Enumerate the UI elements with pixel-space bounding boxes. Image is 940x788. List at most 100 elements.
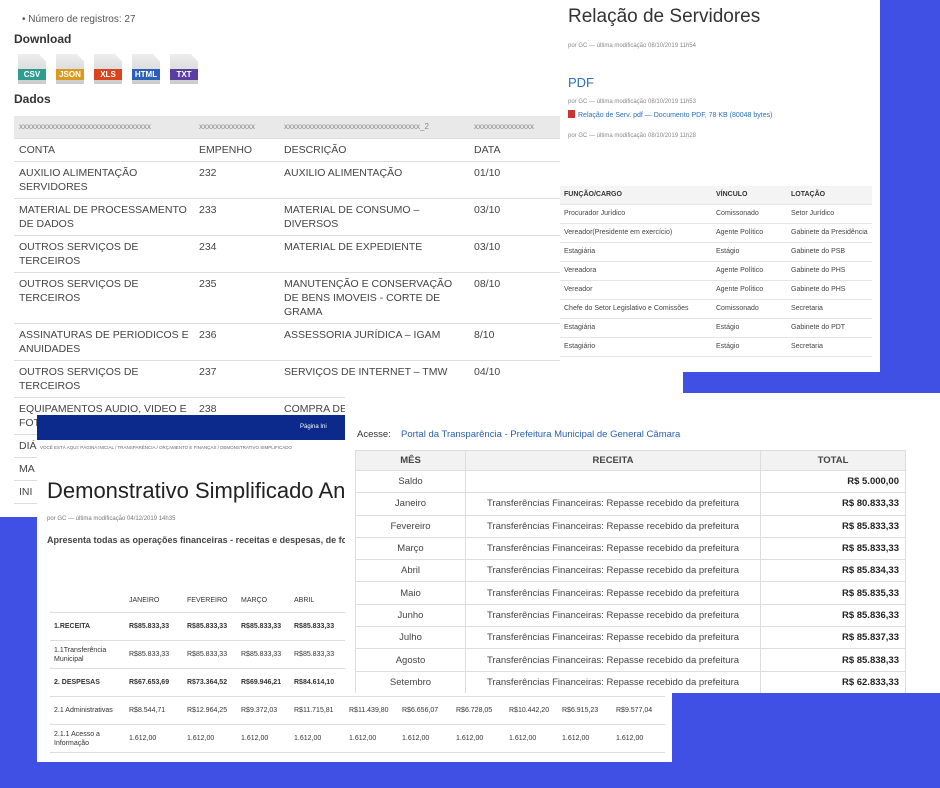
total-cell: R$ 85.838,33: [760, 648, 906, 672]
receita-cell: Transferências Financeiras: Repasse rece…: [465, 514, 761, 538]
cell: MATERIAL DE CONSUMO – DIVERSOS: [279, 198, 469, 236]
format-label[interactable]: JSON: [56, 69, 84, 80]
cell: R$6.915,23: [558, 696, 612, 725]
row-label: 2. DESPESAS: [50, 668, 125, 697]
cell: Vereador: [560, 280, 712, 300]
cell: SERVIÇOS DE INTERNET – TMW: [279, 360, 469, 398]
receita-cell: Transferências Financeiras: Repasse rece…: [465, 648, 761, 672]
cell: R$6.728,05: [452, 696, 505, 725]
receita-cell: Transferências Financeiras: Repasse rece…: [465, 536, 761, 561]
column-header: MÊS: [355, 450, 466, 471]
data-row: Saldo R$ 5.000,00: [355, 469, 906, 494]
data-row: Estagiária Estágio Gabinete do PDT: [560, 318, 872, 338]
demonstrativo-title: Demonstrativo Simplificado Anua: [47, 478, 370, 503]
cell: Estagiária: [560, 242, 712, 262]
total-cell: R$ 85.836,33: [760, 603, 906, 628]
total-cell: R$ 85.834,33: [760, 559, 906, 583]
cell: R$85.833,33: [125, 640, 183, 669]
nav-link[interactable]: Página Ini: [300, 424, 327, 430]
receita-cell: [465, 469, 761, 494]
cell: AUXILIO ALIMENTAÇÃO SERVIDORES: [14, 161, 194, 199]
cell: Agente Político: [712, 261, 787, 281]
data-row: Estagiária Estágio Gabinete do PSB: [560, 242, 872, 262]
format-label[interactable]: CSV: [18, 69, 46, 80]
file-link[interactable]: Relação de Serv. pdf — Documento PDF, 78…: [568, 110, 772, 119]
cell: 1.612,00: [452, 724, 505, 753]
data-row: Março Transferências Financeiras: Repasse…: [355, 536, 906, 561]
cell: R$10.442,20: [505, 696, 558, 725]
cell: Secretaria: [787, 337, 872, 357]
cell: Secretaria: [787, 299, 872, 319]
cell: Gabinete da Presidência: [787, 223, 872, 243]
cell: 237: [194, 360, 279, 398]
file-link-text[interactable]: Relação de Serv. pdf — Documento PDF, 78…: [578, 112, 773, 119]
cell: 03/10: [469, 198, 560, 236]
data-row: Maio Transferências Financeiras: Repasse …: [355, 581, 906, 605]
cell: Gabinete do PSB: [787, 242, 872, 262]
cell: Estagiário: [560, 337, 712, 357]
cell: MANUTENÇÃO E CONSERVAÇÃO DE BENS IMOVEIS…: [279, 272, 469, 324]
format-icon[interactable]: XLS: [94, 54, 122, 84]
cell: ASSINATURAS DE PERIODICOS E ANUIDADES: [14, 323, 194, 361]
cell: R$6.656,07: [398, 696, 452, 725]
cell: Vereador(Presidente em exercício): [560, 223, 712, 243]
row-label: 1.RECEITA: [50, 612, 125, 641]
pdf-icon: [568, 110, 575, 118]
month-cell: Saldo: [355, 469, 466, 494]
cell: Gabinete do PHS: [787, 280, 872, 300]
data-row: ASSINATURAS DE PERIODICOS E ANUIDADES 236…: [14, 323, 560, 361]
month-cell: Janeiro: [355, 492, 466, 516]
month-cell: Agosto: [355, 648, 466, 672]
column-row: JANEIRO FEVEREIRO MARÇO ABRIL: [50, 588, 665, 613]
data-row: OUTROS SERVIÇOS DE TERCEIROS 234 MATERIAL …: [14, 235, 560, 273]
format-icon[interactable]: JSON: [56, 54, 84, 84]
portal-link[interactable]: Portal da Transparência - Prefeitura Mun…: [401, 429, 681, 440]
cell: R$8.544,71: [125, 696, 183, 725]
cell: 236: [194, 323, 279, 361]
dados-heading: Dados: [14, 92, 51, 106]
header-row: xxxxxxxxxxxxxxxxxxxxxxxxxxxxxxxxx xxxxxxx…: [14, 116, 560, 139]
cell: 01/10: [469, 161, 560, 199]
receita-cell: Transferências Financeiras: Repasse rece…: [465, 670, 761, 693]
format-icon[interactable]: HTML: [132, 54, 160, 84]
receita-cell: Transferências Financeiras: Repasse rece…: [465, 559, 761, 583]
column-row: CONTA EMPENHO DESCRIÇÃO DATA: [14, 138, 560, 162]
cell: 234: [194, 235, 279, 273]
meta: por GC — última modificação 04/12/2019 1…: [47, 516, 176, 522]
cell: R$11.715,81: [290, 696, 345, 725]
cell: R$9.577,04: [612, 696, 665, 725]
cell: 1.612,00: [345, 724, 398, 753]
format-icon[interactable]: CSV: [18, 54, 46, 84]
cell: Estagiária: [560, 318, 712, 338]
format-icon[interactable]: TXT: [170, 54, 198, 84]
cell: OUTROS SERVIÇOS DE TERCEIROS: [14, 360, 194, 398]
format-label[interactable]: TXT: [170, 69, 198, 80]
cell: R$85.833,33: [237, 612, 290, 641]
cell: R$85.833,33: [183, 640, 237, 669]
cell: MATERIAL DE EXPEDIENTE: [279, 235, 469, 273]
data-row: Abril Transferências Financeiras: Repasse…: [355, 559, 906, 583]
header-cell: xxxxxxxxxxxxxxx: [469, 116, 560, 139]
cell: Vereadora: [560, 261, 712, 281]
format-label[interactable]: HTML: [132, 69, 160, 80]
cell: ASSESSORIA JURÍDICA – IGAM: [279, 323, 469, 361]
cell: R$67.653,69: [125, 668, 183, 697]
data-row: Vereador(Presidente em exercício) Agente …: [560, 223, 872, 243]
meta: por GC — última modificação 08/10/2019 1…: [568, 43, 696, 49]
format-label[interactable]: XLS: [94, 69, 122, 80]
row-label: 2.1 Administrativas: [50, 696, 125, 725]
column-header: RECEITA: [465, 450, 761, 471]
meta: por GC — última modificação 08/10/2019 1…: [568, 99, 696, 105]
data-row: 2.1 Administrativas R$8.544,71 R$12.964,25…: [50, 696, 665, 725]
cell: OUTROS SERVIÇOS DE TERCEIROS: [14, 272, 194, 324]
column-header: FEVEREIRO: [183, 588, 237, 613]
cell: Gabinete do PHS: [787, 261, 872, 281]
data-row: Estagiário Estágio Secretaria: [560, 337, 872, 357]
row-label: 1.1Transferência Municipal: [50, 640, 125, 669]
column-row: MÊS RECEITA TOTAL: [355, 450, 906, 471]
cell: 1.612,00: [398, 724, 452, 753]
servidores-title: Relação de Servidores: [568, 6, 761, 27]
registros: • Número de registros: 27: [22, 14, 136, 25]
month-cell: Julho: [355, 626, 466, 650]
